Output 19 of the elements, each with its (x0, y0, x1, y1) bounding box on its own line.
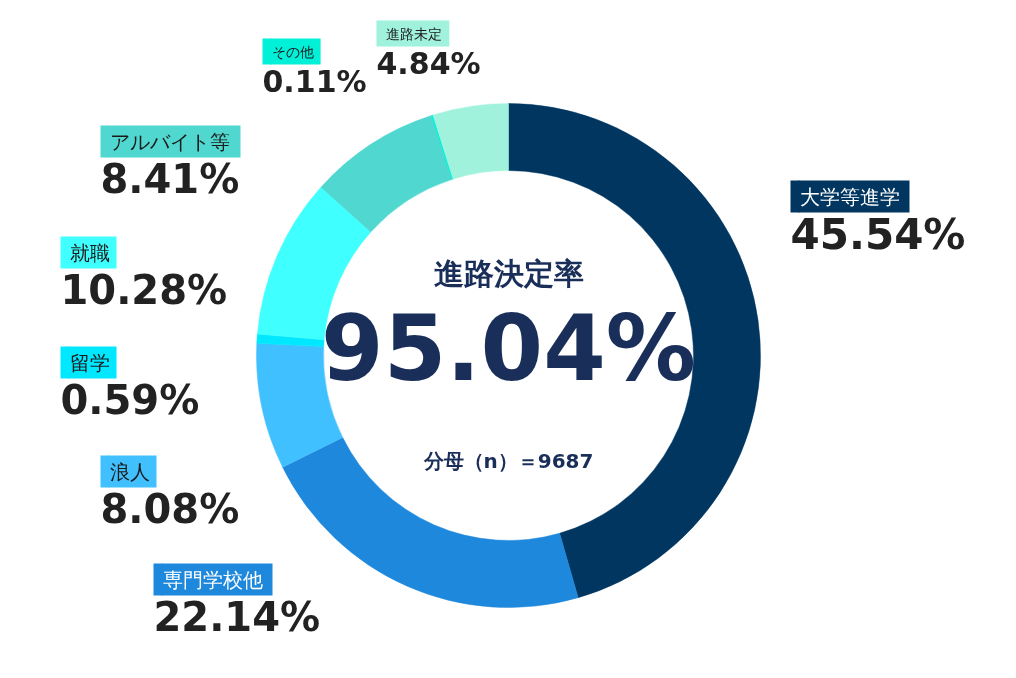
data-label: 8.41% (100, 155, 240, 202)
legend-label: 浪人 (109, 459, 150, 484)
legend-label: その他 (271, 43, 314, 60)
data-label: 0.59% (60, 376, 200, 423)
data-label: 4.84% (376, 45, 481, 81)
text: 95.04% (321, 295, 696, 401)
data-label: 22.14% (153, 593, 321, 640)
text: 分母（n）＝9687 (422, 448, 594, 473)
legend-label: 就職 (69, 240, 110, 265)
data-label: 45.54% (790, 209, 966, 259)
legend-label: 専門学校他 (162, 567, 263, 592)
data-label: 8.08% (100, 485, 240, 532)
legend-label: アルバイト等 (109, 129, 230, 154)
legend-label: 進路未定 (385, 25, 442, 42)
legend-label: 大学等進学 (799, 184, 900, 209)
data-label: 10.28% (60, 266, 228, 313)
text: 進路決定率 (433, 255, 584, 291)
data-label: 0.11% (262, 63, 367, 99)
legend-label: 留学 (69, 350, 110, 375)
